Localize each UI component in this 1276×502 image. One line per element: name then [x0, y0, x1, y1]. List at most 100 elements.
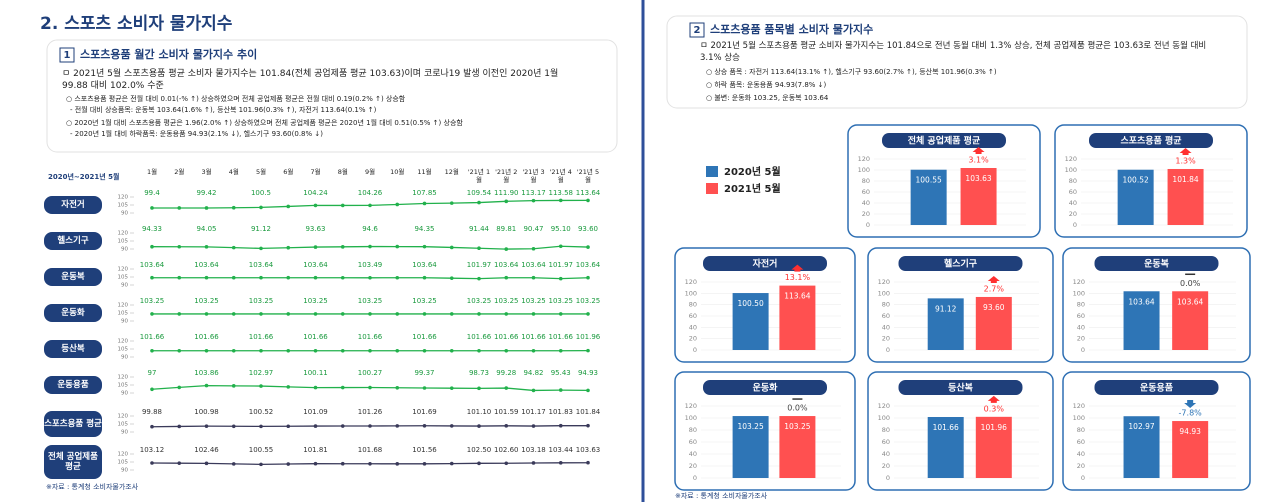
- y-tick-label: 0: [693, 474, 697, 482]
- value-label: 101.66: [194, 333, 219, 341]
- value-label: 101.66: [467, 333, 492, 341]
- data-point: [150, 275, 154, 280]
- data-point: [313, 275, 318, 280]
- data-point: [286, 385, 291, 389]
- value-label: 99.42: [196, 189, 216, 197]
- y-tick-label: 40: [1069, 199, 1077, 207]
- month-label: '21년 3월: [522, 168, 545, 184]
- data-point: [395, 275, 400, 280]
- change-label: 0.0%: [787, 404, 808, 413]
- data-point: [177, 385, 182, 390]
- data-point: [395, 424, 400, 428]
- data-point: [558, 423, 563, 428]
- value-label: 101.66: [494, 333, 519, 341]
- value-label: 103.25: [521, 297, 546, 305]
- data-point: [586, 460, 590, 465]
- value-label: 90.47: [523, 225, 543, 233]
- data-point: [313, 385, 318, 390]
- bar-value-label: 101.66: [933, 423, 959, 432]
- value-label: 101.83: [549, 408, 574, 416]
- data-point: [286, 312, 291, 316]
- data-point: [504, 275, 509, 280]
- month-label: '21년 4월: [549, 168, 572, 184]
- month-label: 10월: [390, 168, 405, 176]
- data-point: [395, 244, 400, 249]
- panel-title: 자전거: [753, 258, 778, 270]
- panel-title: 운동화: [753, 382, 779, 394]
- row-label: 전체 공업제품 평균: [48, 452, 98, 472]
- y-tick-label: 100: [1073, 414, 1085, 422]
- y-tick-label: 60: [862, 188, 870, 196]
- data-point: [231, 275, 236, 280]
- y-tick-label: 120: [685, 278, 697, 286]
- y-tick-label: 20: [882, 335, 890, 343]
- change-label: -7.8%: [1179, 409, 1203, 418]
- y-tick-label: 90: [121, 319, 128, 325]
- y-tick-label: 90: [121, 391, 128, 397]
- data-point: [368, 276, 372, 280]
- bar: [732, 416, 769, 478]
- data-point: [313, 312, 318, 316]
- data-point: [558, 198, 563, 203]
- month-label: 9월: [364, 168, 376, 176]
- data-point: [177, 461, 182, 465]
- bar: [960, 168, 997, 225]
- value-label: 103.25: [140, 297, 165, 305]
- data-point: [422, 462, 427, 466]
- data-point: [231, 348, 236, 353]
- y-tick-label: 20: [689, 335, 697, 343]
- data-point: [177, 275, 182, 280]
- value-label: 91.12: [251, 225, 271, 233]
- data-point: [177, 312, 182, 316]
- panel-title: 운동복: [1144, 259, 1169, 270]
- value-label: 101.81: [303, 446, 328, 454]
- y-tick-label: 90: [121, 430, 128, 436]
- value-label: 101.97: [549, 261, 574, 269]
- data-point: [340, 348, 345, 353]
- legend-swatch: [706, 183, 718, 194]
- section-number: 1: [64, 50, 71, 61]
- y-tick-label: 90: [121, 211, 128, 217]
- value-label: 111.90: [494, 189, 519, 197]
- y-tick-label: 60: [882, 438, 890, 446]
- bar-value-label: 93.60: [983, 303, 1005, 312]
- data-point: [558, 276, 563, 281]
- data-point: [368, 424, 372, 428]
- data-point: [586, 245, 590, 249]
- data-point: [558, 244, 563, 249]
- y-tick-label: 100: [1073, 289, 1085, 297]
- bar-value-label: 103.63: [965, 174, 991, 183]
- bar-value-label: 103.64: [1177, 297, 1203, 306]
- data-point: [313, 245, 318, 249]
- data-point: [286, 204, 291, 209]
- up-arrow: [1179, 147, 1192, 155]
- value-label: 101.97: [467, 261, 492, 269]
- data-point: [231, 384, 236, 388]
- y-tick-label: 60: [1077, 312, 1085, 320]
- value-label: 100.98: [194, 408, 219, 416]
- data-point: [586, 423, 590, 428]
- value-label: 103.86: [194, 369, 219, 377]
- y-tick-label: 120: [118, 414, 129, 420]
- value-label: 94.05: [196, 225, 216, 233]
- data-point: [259, 384, 263, 388]
- row-label-pill: [44, 411, 102, 437]
- bar: [975, 296, 1012, 350]
- month-label: 8월: [337, 168, 348, 176]
- value-label: 103.25: [549, 297, 574, 305]
- data-point: [558, 388, 563, 392]
- data-point: [259, 462, 263, 467]
- month-label: 4월: [228, 168, 239, 176]
- data-point: [422, 386, 427, 390]
- data-point: [204, 383, 209, 388]
- bullet: ○ 하락 품목: 운동용품 94.93(7.8% ↓): [706, 81, 827, 89]
- y-tick-label: 105: [118, 460, 129, 466]
- value-label: 101.66: [303, 333, 328, 341]
- data-point: [504, 247, 509, 251]
- value-label: 101.66: [521, 333, 546, 341]
- data-point: [449, 424, 454, 428]
- value-label: 102.50: [467, 446, 492, 454]
- y-tick-label: 105: [118, 311, 129, 317]
- value-label: 102.46: [194, 446, 219, 454]
- row-label-pill: [44, 445, 102, 479]
